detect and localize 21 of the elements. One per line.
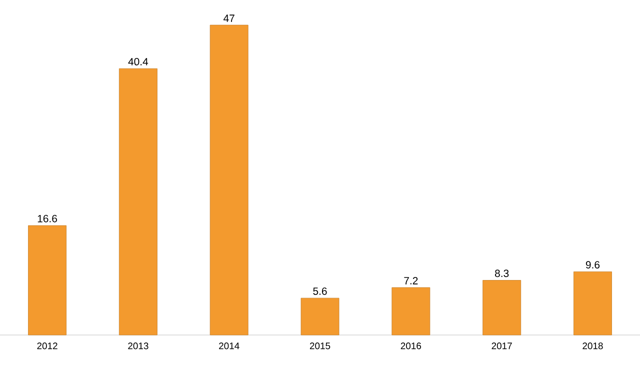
x-tick-label: 2015: [310, 342, 330, 350]
data-label: 47: [224, 14, 234, 22]
bar: [392, 287, 430, 336]
data-label: 8.3: [495, 270, 509, 278]
x-tick-label: 2013: [128, 342, 148, 350]
data-label: 7.2: [404, 277, 418, 284]
bar: [574, 271, 612, 336]
bar: [482, 280, 522, 336]
data-label: 9.6: [586, 261, 600, 268]
x-tick-label: 2014: [219, 342, 240, 350]
bar: [210, 24, 248, 336]
bar: [300, 298, 340, 336]
bar: [28, 225, 66, 336]
x-tick-label: 2018: [582, 342, 603, 350]
data-label: 16.6: [38, 214, 57, 222]
data-label: 5.6: [313, 287, 327, 295]
x-tick-label: 2012: [37, 342, 58, 350]
bar: [118, 68, 158, 336]
data-label: 40.4: [128, 58, 148, 66]
x-tick-label: 2016: [400, 342, 422, 350]
x-tick-label: 2017: [492, 342, 512, 350]
